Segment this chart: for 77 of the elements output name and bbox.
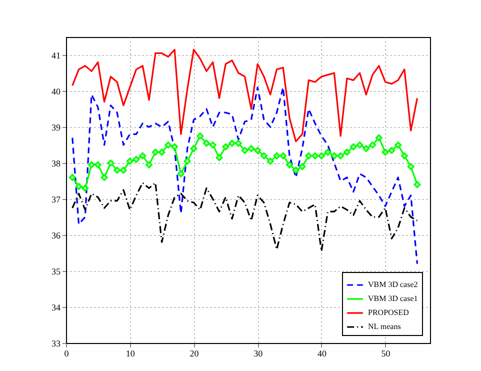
point bbox=[107, 160, 114, 166]
x-tick-label: 50 bbox=[381, 348, 391, 358]
point bbox=[254, 146, 262, 154]
point bbox=[94, 161, 102, 168]
legend-label: VBM 3D case1 bbox=[368, 294, 418, 303]
point bbox=[139, 152, 146, 160]
y-tick-label: 37 bbox=[52, 194, 61, 204]
y-tick-label: 35 bbox=[52, 266, 61, 276]
point bbox=[241, 146, 248, 154]
point bbox=[114, 166, 121, 174]
point bbox=[280, 152, 287, 160]
point bbox=[75, 182, 82, 190]
point bbox=[234, 140, 242, 147]
legend-label: NL means bbox=[368, 322, 401, 331]
point bbox=[312, 152, 319, 160]
point bbox=[286, 161, 293, 168]
point bbox=[305, 152, 312, 160]
point bbox=[68, 174, 76, 181]
x-tick-label: 30 bbox=[254, 348, 264, 358]
y-tick-label: 36 bbox=[52, 230, 61, 240]
point bbox=[394, 142, 402, 148]
point bbox=[171, 143, 178, 150]
point bbox=[414, 181, 421, 188]
point bbox=[375, 134, 382, 142]
point bbox=[152, 148, 159, 156]
line-series bbox=[72, 86, 418, 265]
y-tick-label: 40 bbox=[52, 86, 61, 96]
point bbox=[350, 143, 357, 150]
point bbox=[132, 156, 140, 163]
point bbox=[228, 140, 236, 147]
x-tick-label: 40 bbox=[317, 348, 327, 358]
point bbox=[382, 148, 389, 156]
point bbox=[190, 145, 198, 152]
legend-label: VBM 3D case2 bbox=[368, 280, 418, 289]
point bbox=[324, 148, 332, 156]
line-series bbox=[72, 182, 418, 252]
point bbox=[196, 132, 204, 140]
point bbox=[407, 163, 414, 170]
point bbox=[209, 142, 216, 148]
point bbox=[216, 154, 223, 162]
point bbox=[120, 166, 127, 174]
point bbox=[126, 158, 134, 165]
y-tick-label: 34 bbox=[52, 302, 61, 312]
x-tick-label: 10 bbox=[126, 348, 136, 358]
point bbox=[100, 174, 108, 181]
point bbox=[203, 140, 210, 147]
y-tick-label: 41 bbox=[52, 50, 60, 60]
point bbox=[248, 145, 255, 152]
point bbox=[164, 142, 172, 148]
y-tick-label: 33 bbox=[52, 338, 61, 348]
line-series bbox=[72, 48, 418, 142]
point bbox=[400, 152, 408, 160]
point bbox=[146, 161, 153, 168]
point bbox=[362, 145, 370, 152]
legend-label: PROPOSED bbox=[368, 308, 410, 317]
point bbox=[318, 152, 325, 160]
point bbox=[88, 161, 96, 168]
point bbox=[343, 148, 350, 156]
point bbox=[177, 170, 184, 178]
point bbox=[337, 152, 344, 160]
point bbox=[273, 152, 280, 160]
point bbox=[369, 142, 376, 148]
y-tick-label: 38 bbox=[52, 158, 61, 168]
point bbox=[184, 158, 191, 165]
point bbox=[356, 142, 364, 148]
x-tick-label: 20 bbox=[190, 348, 200, 358]
point bbox=[388, 146, 396, 154]
x-tick-label: 0 bbox=[64, 348, 70, 358]
point bbox=[298, 163, 306, 170]
point bbox=[266, 158, 274, 165]
point bbox=[158, 148, 166, 156]
point bbox=[222, 143, 230, 150]
point bbox=[292, 166, 300, 174]
point bbox=[82, 184, 89, 192]
point bbox=[330, 152, 338, 160]
point bbox=[260, 152, 268, 160]
y-tick-label: 39 bbox=[52, 122, 61, 132]
